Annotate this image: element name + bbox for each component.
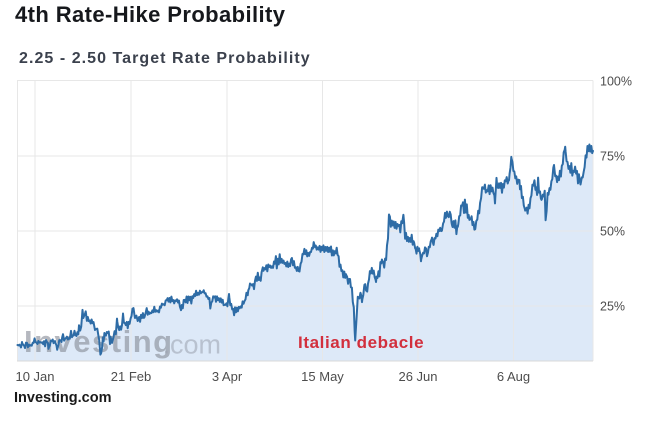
svg-text:21 Feb: 21 Feb [111,369,151,384]
svg-text:75%: 75% [600,150,625,164]
svg-text:10 Jan: 10 Jan [15,369,54,384]
svg-text:.com: .com [163,330,222,360]
svg-text:100%: 100% [600,75,632,89]
svg-text:25%: 25% [600,300,625,314]
svg-text:Italian debacle: Italian debacle [298,333,424,352]
svg-text:26 Jun: 26 Jun [398,369,437,384]
svg-text:50%: 50% [600,225,625,239]
svg-text:3 Apr: 3 Apr [212,369,243,384]
svg-text:6 Aug: 6 Aug [497,369,530,384]
svg-text:15 May: 15 May [301,369,344,384]
